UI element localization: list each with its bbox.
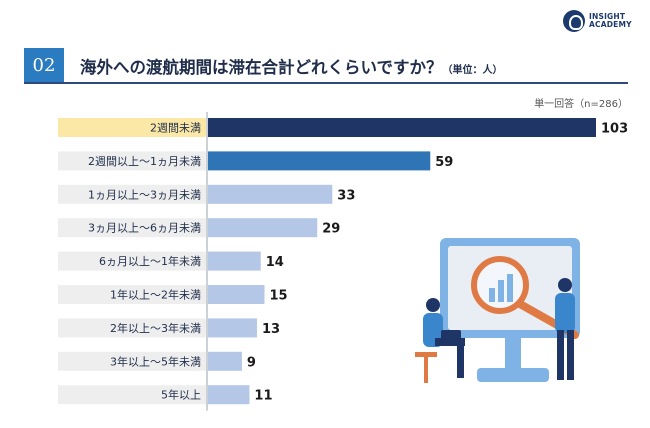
insight-academy-logo: INSIGHT ACADEMY [563, 10, 632, 32]
bar [208, 318, 257, 338]
data-label: 9 [247, 355, 256, 370]
sitting-person-icon [415, 298, 465, 383]
category-label: 2週間未満 [150, 122, 201, 135]
question-number: 02 [24, 48, 64, 82]
bar [208, 184, 333, 204]
category-label: 3年以上〜5年未満 [110, 354, 201, 368]
category-label-bg [58, 151, 206, 171]
bar [208, 218, 318, 238]
response-note: 単一回答（n=286） [534, 99, 628, 110]
category-label-bg [58, 251, 206, 271]
data-label: 14 [266, 255, 284, 270]
category-label-bg [58, 351, 206, 371]
bar [208, 351, 242, 371]
question-text: 海外への渡航期間は滞在合計どれくらいですか？ [80, 58, 443, 77]
category-label-bg [58, 318, 206, 338]
category-label-bg [58, 218, 206, 238]
bar [208, 151, 431, 171]
brain-head-icon [563, 10, 585, 32]
category-label-bg [58, 118, 206, 137]
logo-wordmark: INSIGHT ACADEMY [589, 11, 632, 30]
data-label: 59 [435, 155, 453, 170]
category-label: 3ヵ月以上〜6ヵ月未満 [88, 222, 201, 235]
category-label-bg [58, 385, 206, 405]
category-label: 1ヵ月以上〜3ヵ月未満 [88, 188, 201, 201]
logo-line2: ACADEMY [589, 20, 632, 29]
bar [208, 118, 596, 137]
data-label: 15 [270, 289, 288, 304]
bar [208, 385, 250, 405]
question-header: 02 海外への渡航期間は滞在合計どれくらいですか？（単位：人） [24, 48, 628, 84]
category-label: 5年以上 [161, 388, 201, 402]
data-label: 29 [322, 222, 340, 237]
data-label: 13 [262, 322, 280, 337]
data-label: 11 [254, 389, 272, 404]
category-label-bg [58, 285, 206, 304]
data-label: 103 [601, 122, 628, 137]
bar [208, 285, 265, 304]
category-label: 2週間以上〜1ヵ月未満 [88, 155, 201, 168]
category-label-bg [58, 184, 206, 204]
unit-label: （単位：人） [442, 65, 503, 76]
standing-person-icon [555, 278, 575, 380]
category-label: 6ヵ月以上〜1年未満 [99, 254, 201, 268]
analyst-illustration [415, 238, 580, 383]
category-label: 1年以上〜2年未満 [110, 288, 201, 302]
question-title: 海外への渡航期間は滞在合計どれくらいですか？（単位：人） [80, 54, 503, 78]
bar [208, 251, 261, 271]
category-label: 2年以上〜3年未満 [110, 321, 201, 335]
data-label: 33 [337, 188, 355, 203]
logo-line1: INSIGHT [589, 11, 626, 21]
